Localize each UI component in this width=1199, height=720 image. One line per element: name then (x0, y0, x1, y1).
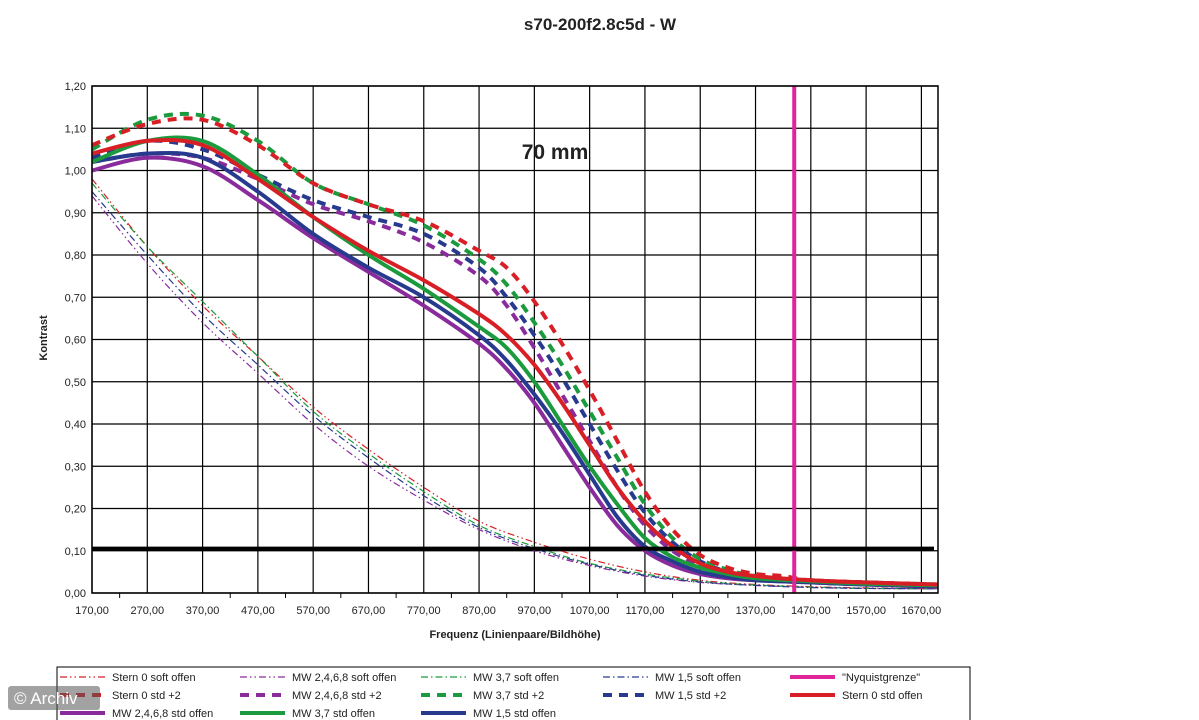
x-tick-label: 1070,00 (570, 605, 610, 617)
y-tick-label: 1,20 (65, 81, 86, 93)
x-tick-label: 270,00 (130, 605, 164, 617)
legend-label: MW 1,5 std +2 (655, 690, 726, 702)
x-tick-label: 1170,00 (625, 605, 664, 617)
plot-border (91, 85, 939, 594)
legend-label: Stern 0 std offen (842, 690, 923, 702)
y-tick-label: 0,60 (65, 335, 86, 347)
y-tick-label: 0,70 (65, 292, 86, 304)
legend: Stern 0 soft offen MW 2,4,6,8 soft offen M… (56, 666, 971, 720)
credit-badge: © Archiv (8, 686, 100, 710)
series-line-0 (91, 178, 939, 590)
x-tick-label: 1370,00 (736, 605, 776, 617)
x-tick-label: 370,00 (186, 605, 220, 617)
plot-frame (91, 85, 939, 594)
x-tick-label: 870,00 (462, 605, 496, 617)
x-tick-label: 1670,00 (902, 605, 942, 617)
credit-text: © Archiv (14, 689, 78, 708)
legend-label: MW 1,5 soft offen (655, 672, 741, 684)
grid-lines (91, 85, 938, 598)
legend-label: MW 3,7 soft offen (473, 672, 559, 684)
legend-label: MW 1,5 std offen (473, 708, 556, 720)
y-tick-label: 0,00 (65, 588, 86, 600)
x-tick-label: 670,00 (352, 605, 386, 617)
legend-label: MW 3,7 std +2 (473, 690, 544, 702)
y-tick-label: 0,50 (65, 377, 86, 389)
legend-label: MW 3,7 std offen (292, 708, 375, 720)
legend-label: MW 2,4,6,8 std offen (112, 708, 213, 720)
series-line-9 (91, 137, 939, 587)
x-tick-label: 570,00 (296, 605, 330, 617)
series-line-11 (91, 135, 939, 588)
series-line-5 (91, 116, 939, 587)
series-line-3 (91, 191, 939, 590)
y-tick-label: 1,00 (65, 166, 86, 178)
y-tick-label: 0,30 (65, 461, 86, 473)
x-tick-labels: 170,00 270,00 370,00 470,00 570,00 670,00 770,… (75, 605, 941, 617)
x-tick-label: 1470,00 (791, 605, 831, 617)
y-tick-label: 0,90 (65, 208, 86, 220)
series-layer (91, 111, 939, 590)
chart-title: s70-200f2.8c5d - W (524, 15, 677, 34)
x-axis-label: Frequenz (Linienpaare/Bildhöhe) (429, 629, 600, 641)
y-tick-label: 0,80 (65, 250, 86, 262)
x-tick-label: 470,00 (241, 605, 275, 617)
y-tick-labels: 0,00 0,10 0,20 0,30 0,40 0,50 0,60 0,70 0,80 0,90… (65, 81, 86, 600)
series-line-7 (91, 111, 939, 587)
focal-length-annotation: 70 mm (522, 141, 589, 164)
y-axis-label: Kontrast (38, 315, 50, 361)
y-tick-label: 0,40 (65, 419, 86, 431)
x-tick-label: 770,00 (407, 605, 441, 617)
y-tick-label: 0,20 (65, 504, 86, 516)
legend-label: Stern 0 std +2 (112, 690, 181, 702)
series-line-2 (91, 182, 939, 590)
y-tick-label: 1,10 (65, 123, 86, 135)
legend-label: Stern 0 soft offen (112, 672, 196, 684)
x-tick-label: 170,00 (75, 605, 109, 617)
reference-lines (92, 86, 934, 593)
legend-label: MW 2,4,6,8 soft offen (292, 672, 396, 684)
x-tick-label: 1270,00 (680, 605, 720, 617)
credit-background (8, 686, 100, 710)
series-line-12 (91, 150, 939, 589)
legend-label: MW 2,4,6,8 std +2 (292, 690, 382, 702)
y-tick-label: 0,10 (65, 546, 86, 558)
x-tick-label: 1570,00 (846, 605, 886, 617)
legend-label: "Nyquistgrenze" (842, 672, 920, 684)
x-tick-label: 970,00 (518, 605, 552, 617)
